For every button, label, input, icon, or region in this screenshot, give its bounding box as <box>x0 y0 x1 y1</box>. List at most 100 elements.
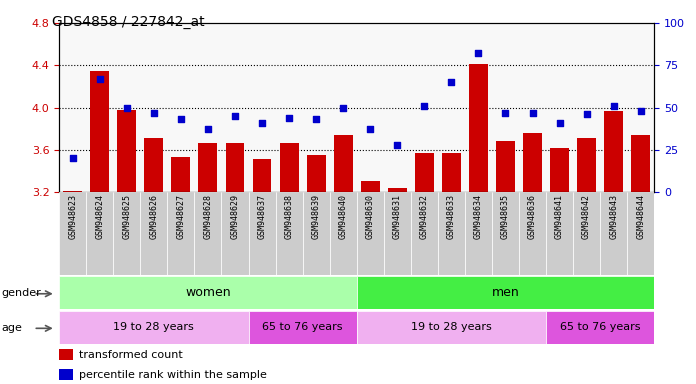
Text: GSM948625: GSM948625 <box>122 194 132 240</box>
Point <box>635 108 647 114</box>
Text: GSM948637: GSM948637 <box>258 194 267 240</box>
Text: GSM948641: GSM948641 <box>555 194 564 240</box>
Point <box>310 116 322 122</box>
Bar <box>303 192 330 275</box>
Point <box>446 79 457 85</box>
Bar <box>573 192 600 275</box>
Text: GSM948631: GSM948631 <box>393 194 402 240</box>
Point <box>148 109 159 116</box>
Bar <box>171 157 190 192</box>
Bar <box>253 159 271 192</box>
Bar <box>280 143 299 192</box>
Point <box>203 126 214 132</box>
Bar <box>388 188 406 192</box>
Bar <box>59 349 73 360</box>
Bar <box>307 155 326 192</box>
Bar <box>357 192 383 275</box>
Bar <box>330 192 357 275</box>
Text: 19 to 28 years: 19 to 28 years <box>411 322 492 333</box>
Text: GSM948638: GSM948638 <box>285 194 294 240</box>
Bar <box>221 192 248 275</box>
Bar <box>194 192 221 275</box>
Point <box>608 103 619 109</box>
Bar <box>276 192 303 275</box>
Text: GSM948628: GSM948628 <box>203 194 212 240</box>
Bar <box>546 311 654 344</box>
Bar <box>546 192 573 275</box>
Bar <box>59 369 73 380</box>
Text: GSM948642: GSM948642 <box>582 194 591 240</box>
Text: GSM948630: GSM948630 <box>365 194 374 240</box>
Bar <box>118 109 136 192</box>
Point <box>338 104 349 111</box>
Text: 65 to 76 years: 65 to 76 years <box>560 322 640 333</box>
Text: men: men <box>491 286 519 299</box>
Text: transformed count: transformed count <box>79 350 182 360</box>
Point <box>419 103 430 109</box>
Text: age: age <box>1 323 22 333</box>
Bar <box>442 153 461 192</box>
Bar <box>357 311 546 344</box>
Text: women: women <box>185 286 231 299</box>
Point <box>473 50 484 56</box>
Bar <box>248 192 276 275</box>
Bar <box>600 192 627 275</box>
Point <box>256 120 267 126</box>
Text: percentile rank within the sample: percentile rank within the sample <box>79 370 267 380</box>
Text: 19 to 28 years: 19 to 28 years <box>113 322 194 333</box>
Text: GSM948627: GSM948627 <box>176 194 185 240</box>
Bar <box>167 192 194 275</box>
Text: GSM948624: GSM948624 <box>95 194 104 240</box>
Bar <box>523 133 542 192</box>
Bar <box>438 192 465 275</box>
Text: GSM948640: GSM948640 <box>339 194 348 240</box>
Bar <box>144 138 164 192</box>
Text: GSM948635: GSM948635 <box>501 194 510 240</box>
Text: GSM948633: GSM948633 <box>447 194 456 240</box>
Text: GSM948634: GSM948634 <box>474 194 483 240</box>
Text: GSM948644: GSM948644 <box>636 194 645 240</box>
Bar <box>496 141 515 192</box>
Bar <box>469 64 488 192</box>
Bar <box>63 191 82 192</box>
Bar <box>383 192 411 275</box>
Bar <box>90 71 109 192</box>
Bar <box>577 138 596 192</box>
Text: GDS4858 / 227842_at: GDS4858 / 227842_at <box>52 15 205 29</box>
Point <box>283 114 294 121</box>
Point <box>500 109 511 116</box>
Text: 65 to 76 years: 65 to 76 years <box>262 322 343 333</box>
Bar <box>357 276 654 309</box>
Text: GSM948629: GSM948629 <box>230 194 239 240</box>
Bar <box>492 192 519 275</box>
Text: GSM948636: GSM948636 <box>528 194 537 240</box>
Bar <box>627 192 654 275</box>
Bar <box>248 311 357 344</box>
Bar <box>113 192 141 275</box>
Point <box>554 120 565 126</box>
Point <box>94 76 105 82</box>
Bar <box>519 192 546 275</box>
Bar <box>550 147 569 192</box>
Bar <box>59 192 86 275</box>
Bar <box>226 143 244 192</box>
Point <box>67 155 78 161</box>
Point <box>175 116 187 122</box>
Bar <box>415 153 434 192</box>
Point <box>527 109 538 116</box>
Bar <box>604 111 623 192</box>
Text: GSM948626: GSM948626 <box>150 194 158 240</box>
Point <box>392 142 403 148</box>
Bar <box>59 311 248 344</box>
Bar <box>141 192 167 275</box>
Text: GSM948632: GSM948632 <box>420 194 429 240</box>
Text: GSM948639: GSM948639 <box>312 194 321 240</box>
Bar <box>86 192 113 275</box>
Bar <box>198 143 217 192</box>
Point <box>121 104 132 111</box>
Bar <box>361 181 380 192</box>
Bar <box>59 276 357 309</box>
Bar <box>631 135 650 192</box>
Text: GSM948623: GSM948623 <box>68 194 77 240</box>
Bar <box>465 192 492 275</box>
